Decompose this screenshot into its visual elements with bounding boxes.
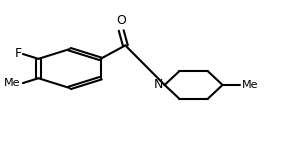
Text: Me: Me	[242, 80, 258, 90]
Text: Me: Me	[4, 78, 20, 88]
Text: F: F	[14, 47, 21, 60]
Text: O: O	[116, 14, 126, 27]
Text: N: N	[154, 78, 163, 91]
